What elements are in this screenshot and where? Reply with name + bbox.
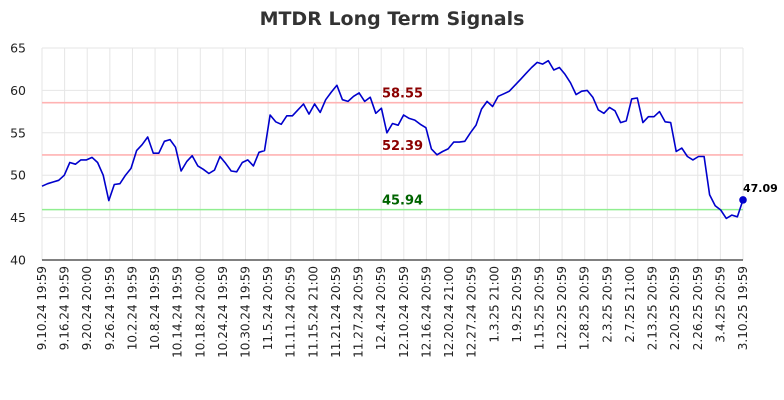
grid [41,47,744,261]
x-tick-label: 12.20.24 21:00 [442,266,456,358]
y-tick-label: 40 [10,253,26,268]
x-tick-label: 1.28.25 20:59 [578,266,592,350]
last-point-marker [739,196,747,204]
x-tick-label: 12.4.24 20:59 [374,266,388,350]
x-tick-label: 10.18.24 20:00 [193,266,207,358]
x-tick-label: 2.3.25 20:59 [600,266,614,343]
x-tick-label: 9.20.24 20:00 [80,266,94,350]
x-tick-label: 12.27.24 20:59 [465,266,479,358]
x-tick-label: 2.26.25 20:59 [691,266,705,350]
x-tick-label: 11.15.24 21:00 [306,266,320,358]
y-tick-label: 60 [10,83,26,98]
level-label: 52.39 [382,139,423,154]
x-tick-label: 11.5.24 20:59 [261,266,275,350]
x-tick-label: 2.20.25 20:59 [668,266,682,350]
chart-title: MTDR Long Term Signals [260,8,525,30]
x-tick-label: 2.13.25 20:59 [646,266,660,350]
x-tick-label: 1.22.25 20:59 [555,266,569,350]
x-tick-label: 1.3.25 21:00 [487,266,501,343]
x-tick-label: 9.10.24 19:59 [35,266,49,350]
x-tick-label: 11.27.24 20:59 [352,266,366,358]
y-tick-label: 45 [10,210,26,225]
x-tick-label: 11.21.24 20:59 [329,266,343,358]
x-tick-label: 12.16.24 20:59 [419,266,433,358]
signal-levels [42,101,743,211]
series-layer [41,59,747,220]
y-tick-label: 65 [10,41,26,56]
x-tick-label: 10.24.24 19:59 [216,266,230,358]
x-tick-label: 9.16.24 19:59 [58,266,72,350]
x-tick-label: 10.14.24 19:59 [171,266,185,358]
last-value-label: 47.09 [743,182,778,195]
x-tick-label: 3.4.25 20:59 [713,266,727,343]
y-tick-label: 55 [10,125,26,140]
x-tick-label: 9.26.24 19:59 [103,266,117,350]
x-tick-label: 10.2.24 19:59 [125,266,139,350]
x-tick-label: 10.8.24 19:59 [148,266,162,350]
y-tick-label: 50 [10,168,26,183]
x-tick-label: 12.10.24 20:59 [397,266,411,358]
axes: 40 45 50 55 60 65 9.10.24 19:59 9.16.24 19:59 9.… [10,41,750,358]
price-series-line [41,59,744,220]
x-tick-label: 1.15.25 20:59 [532,266,546,350]
level-label: 58.55 [382,87,423,102]
x-tick-label: 1.9.25 20:59 [510,266,524,343]
labels: 58.55 52.39 45.94 47.09 [382,87,778,209]
x-tick-label: 3.10.25 19:59 [736,266,750,350]
x-tick-label: 2.7.25 21:00 [623,266,637,343]
level-label: 45.94 [382,194,423,209]
x-tick-label: 10.30.24 19:59 [239,266,253,358]
x-tick-label: 11.11.24 20:59 [284,266,298,358]
